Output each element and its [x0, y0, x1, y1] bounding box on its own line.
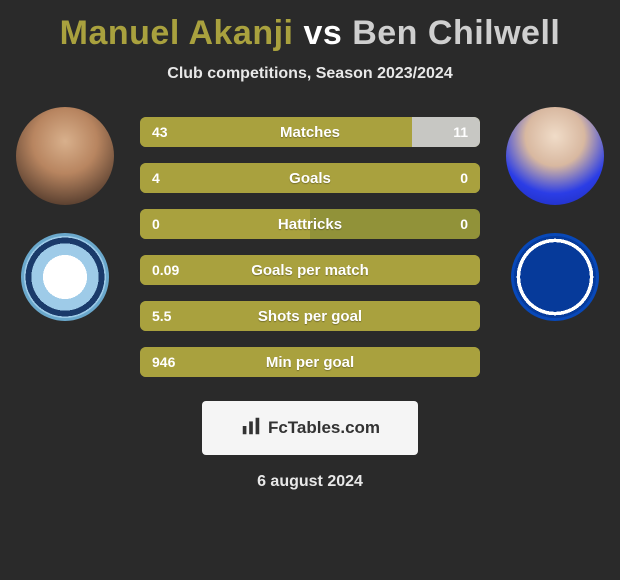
player1-club-badge — [21, 233, 109, 321]
player1-club-name — [24, 236, 106, 318]
stat-label: Shots per goal — [140, 301, 480, 331]
stat-label: Min per goal — [140, 347, 480, 377]
stat-value-player1: 4 — [152, 163, 160, 193]
stat-label: Goals per match — [140, 255, 480, 285]
stat-value-player1: 5.5 — [152, 301, 171, 331]
subtitle: Club competitions, Season 2023/2024 — [0, 65, 620, 83]
stat-value-player1: 946 — [152, 347, 175, 377]
title-player1: Manuel Akanji — [60, 14, 294, 52]
stat-value-player1: 0.09 — [152, 255, 179, 285]
stat-label: Matches — [140, 117, 480, 147]
main-area: Matches4311Goals40Hattricks00Goals per m… — [0, 117, 620, 377]
fctables-text: FcTables.com — [268, 418, 380, 438]
page-title: Manuel Akanji vs Ben Chilwell — [0, 14, 620, 53]
stat-value-player1: 0 — [152, 209, 160, 239]
comparison-card: Manuel Akanji vs Ben Chilwell Club compe… — [0, 0, 620, 501]
stat-row: Goals per match0.09 — [140, 255, 480, 285]
player2-column — [504, 105, 606, 321]
stat-row: Goals4 0 — [140, 163, 480, 193]
stat-row: Min per goal946 — [140, 347, 480, 377]
stats-bars: Matches4311Goals40Hattricks00Goals per m… — [140, 117, 480, 377]
stat-value-player2: 11 — [453, 117, 468, 147]
title-vs: vs — [303, 14, 342, 52]
stat-label: Goals — [140, 163, 480, 193]
player2-club-badge — [511, 233, 599, 321]
stat-value-player1: 43 — [152, 117, 168, 147]
title-player2: Ben Chilwell — [352, 14, 560, 52]
stat-row: Shots per goal5.5 — [140, 301, 480, 331]
stat-value-player2: 0 — [460, 209, 468, 239]
chart-icon — [240, 415, 262, 442]
stat-value-player2: 0 — [460, 163, 468, 193]
fctables-badge: FcTables.com — [202, 401, 418, 455]
stat-row: Hattricks0 0 — [140, 209, 480, 239]
player1-photo — [14, 105, 116, 207]
player2-photo — [504, 105, 606, 207]
date-text: 6 august 2024 — [0, 473, 620, 491]
stat-label: Hattricks — [140, 209, 480, 239]
player1-column — [14, 105, 116, 321]
player2-club-name — [514, 236, 596, 318]
stat-row: Matches43 11 — [140, 117, 480, 147]
